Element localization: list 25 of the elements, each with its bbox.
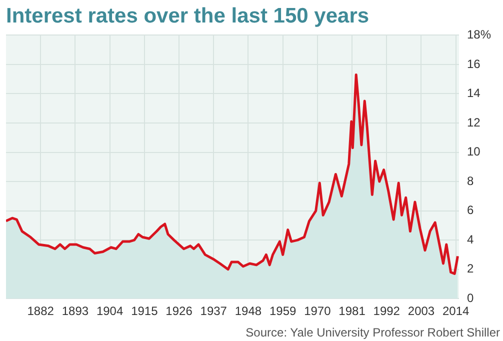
x-tick-label: 1948: [234, 304, 262, 318]
x-tick-label: 1926: [166, 304, 193, 318]
x-tick-label: 1992: [373, 304, 400, 318]
source-note: Source: Yale University Professor Robert Shiller: [246, 325, 500, 340]
x-tick-label: 1970: [304, 304, 332, 318]
x-tick-label: 2003: [408, 304, 435, 318]
y-tick-label: 16: [466, 56, 481, 71]
x-tick-label: 1915: [131, 304, 158, 318]
y-tick-label: 0: [466, 290, 474, 305]
x-tick-label: 1904: [96, 304, 124, 318]
y-tick-label: 14: [466, 86, 481, 100]
chart-title: Interest rates over the last 150 years: [6, 4, 370, 28]
y-tick-label: 12: [466, 115, 481, 130]
x-tick-label: 1893: [62, 304, 89, 318]
x-tick-label: 1981: [338, 304, 366, 318]
y-tick-label: 4: [466, 232, 474, 246]
y-tick-label: 2: [466, 262, 474, 276]
x-tick-label: 1882: [27, 304, 54, 318]
y-tick-label: 6: [466, 203, 474, 218]
y-tick-label: 8: [466, 174, 474, 188]
x-tick-label: 2014: [442, 304, 470, 318]
x-tick-label: 1959: [269, 304, 296, 318]
x-tick-label: 1937: [200, 304, 228, 318]
y-tick-label: 10: [466, 144, 481, 159]
y-tick-label: 18%: [466, 28, 492, 42]
